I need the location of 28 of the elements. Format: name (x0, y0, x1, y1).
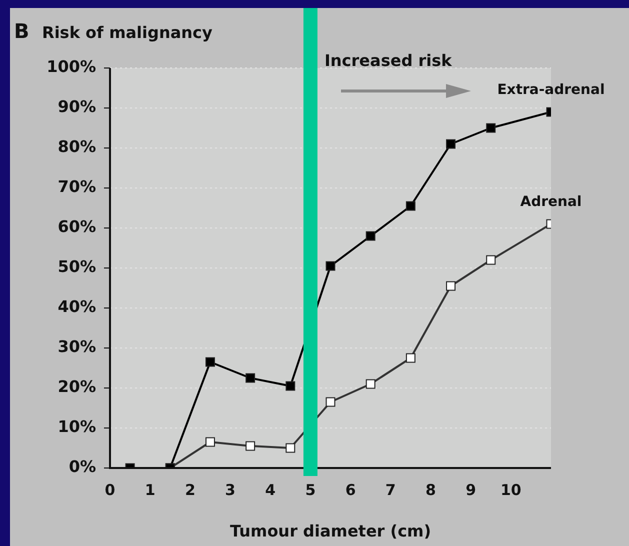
x-tick-label: 1 (144, 480, 156, 499)
y-tick-label: 10% (58, 417, 96, 436)
x-tick-label: 6 (345, 480, 356, 499)
chart-title: B (14, 19, 30, 43)
y-tick-label: 60% (58, 217, 96, 236)
x-tick-label: 9 (466, 480, 476, 499)
y-tick-label: 40% (58, 297, 96, 316)
y-tick-label: 80% (58, 137, 96, 156)
x-tick-label: 5 (305, 480, 316, 499)
series-label: Adrenal (520, 194, 582, 210)
series-label: Extra-adrenal (497, 82, 605, 98)
x-tick-label: 7 (385, 480, 396, 499)
y-tick-label: 20% (58, 377, 96, 396)
x-tick-label: 4 (265, 480, 276, 499)
x-tick-label: 8 (426, 480, 436, 499)
x-tick-label: 0 (104, 480, 116, 499)
x-axis-title: Tumour diameter (cm) (230, 522, 432, 541)
y-tick-label: 100% (46, 57, 96, 76)
x-tick-label: 10 (500, 480, 522, 499)
y-tick-label: 70% (58, 177, 96, 196)
y-tick-label: 0% (68, 457, 96, 476)
x-tick-label: 2 (184, 480, 196, 499)
x-tick-label: 3 (225, 480, 236, 499)
y-axis-title: Risk of malignancy (42, 23, 214, 42)
annotation: Increased risk (324, 51, 452, 70)
y-tick-label: 30% (58, 337, 96, 356)
y-tick-label: 50% (58, 257, 96, 276)
y-tick-label: 90% (58, 97, 96, 116)
